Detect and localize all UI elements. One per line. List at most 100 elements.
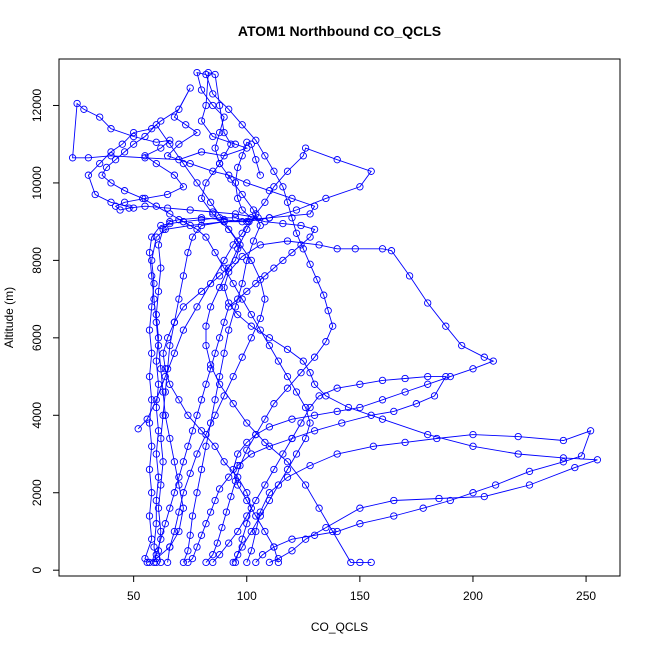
data-point	[274, 558, 283, 567]
data-point	[211, 496, 219, 505]
data-point	[188, 554, 197, 563]
data-point	[243, 287, 251, 296]
data-point	[148, 272, 156, 280]
data-point	[118, 140, 126, 148]
data-point	[469, 365, 477, 373]
data-point	[261, 295, 269, 303]
chart-title: ATOM1 Northbound CO_QCLS	[238, 23, 441, 39]
data-point	[197, 86, 206, 94]
data-point	[197, 427, 206, 435]
data-point	[227, 140, 235, 148]
data-point	[175, 473, 183, 481]
y-tick-label: 8000	[30, 247, 44, 274]
data-point	[170, 113, 179, 121]
data-point	[231, 179, 240, 187]
data-point	[514, 450, 522, 458]
data-point	[215, 272, 224, 280]
data-series	[84, 84, 319, 567]
data-point	[288, 535, 296, 543]
data-point	[186, 84, 194, 92]
data-point	[154, 287, 163, 296]
data-point	[322, 523, 330, 532]
data-point	[186, 221, 194, 230]
data-point	[84, 171, 93, 179]
data-point	[159, 388, 167, 396]
data-point	[356, 183, 364, 191]
data-point	[170, 171, 179, 179]
data-point	[297, 419, 305, 427]
data-point	[145, 512, 154, 520]
data-point	[247, 450, 255, 458]
data-point	[152, 450, 160, 458]
data-point	[586, 427, 595, 435]
data-point	[188, 512, 197, 520]
data-point	[170, 527, 179, 536]
data-point	[288, 547, 296, 555]
data-point	[315, 392, 323, 400]
data-point	[310, 427, 319, 435]
data-point	[225, 539, 233, 547]
data-point	[163, 152, 172, 160]
data-point	[292, 206, 301, 214]
data-point	[247, 527, 255, 536]
data-point	[175, 481, 183, 489]
data-point	[234, 310, 242, 319]
data-point	[243, 496, 251, 505]
data-point	[220, 152, 228, 160]
data-point	[301, 481, 310, 489]
data-point	[179, 272, 188, 280]
data-point	[356, 403, 364, 412]
data-point	[107, 125, 115, 133]
data-point	[324, 307, 332, 315]
data-point	[111, 156, 120, 164]
data-point	[186, 206, 194, 214]
data-point	[225, 225, 233, 234]
data-point	[243, 489, 251, 497]
data-point	[152, 202, 160, 210]
data-point	[225, 171, 233, 179]
data-point	[238, 279, 246, 288]
data-point	[220, 128, 228, 137]
data-point	[157, 527, 165, 536]
data-point	[279, 256, 287, 265]
data-point	[152, 138, 160, 146]
data-point	[148, 535, 156, 543]
data-point	[209, 132, 217, 141]
data-point	[270, 543, 278, 551]
data-point	[283, 473, 292, 481]
data-point	[252, 527, 260, 536]
series-line	[158, 147, 372, 563]
data-point	[247, 322, 255, 330]
data-point	[265, 341, 274, 350]
data-point	[238, 543, 246, 551]
data-point	[245, 218, 253, 226]
data-point	[193, 68, 201, 77]
data-point	[593, 456, 602, 464]
data-point	[141, 132, 149, 141]
data-point	[145, 248, 154, 257]
data-point	[197, 117, 206, 125]
data-point	[152, 318, 160, 326]
data-point	[222, 508, 231, 516]
data-point	[209, 90, 217, 98]
data-point	[442, 372, 450, 381]
data-point	[514, 432, 522, 441]
data-point	[301, 144, 310, 152]
data-point	[206, 419, 215, 427]
data-series	[134, 214, 253, 567]
data-point	[297, 369, 305, 377]
data-point	[243, 446, 251, 454]
data-point	[150, 295, 158, 303]
data-point	[220, 349, 228, 357]
data-point	[234, 295, 242, 303]
data-point	[252, 136, 260, 144]
data-point	[306, 419, 314, 427]
data-point	[206, 365, 215, 373]
data-point	[261, 218, 269, 226]
data-point	[238, 121, 246, 129]
data-point	[163, 190, 172, 199]
data-point	[433, 434, 441, 443]
data-point	[148, 396, 156, 404]
data-point	[152, 551, 160, 559]
data-point	[175, 295, 183, 303]
